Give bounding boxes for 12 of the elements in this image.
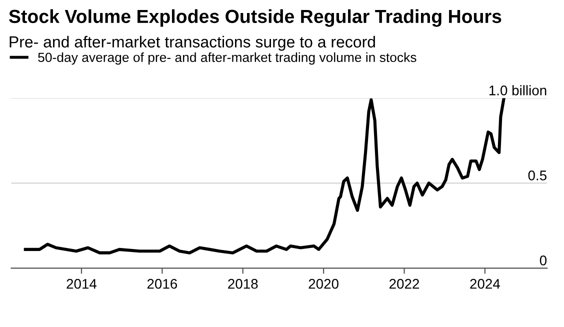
chart-title: Stock Volume Explodes Outside Regular Trading Hours xyxy=(9,9,502,27)
x-tick-label: 2020 xyxy=(308,278,338,289)
x-tick-label: 2016 xyxy=(147,278,178,289)
x-tick-label: 2022 xyxy=(390,278,420,289)
legend-label: 50-day average of pre- and after-market trading volume in stocks xyxy=(38,52,416,65)
y-tick-label: 1.0 billion xyxy=(489,85,546,96)
y-tick-label: 0 xyxy=(540,256,547,266)
x-tick-label: 2018 xyxy=(228,278,258,289)
x-tick-label: 2014 xyxy=(66,278,97,289)
x-tick-label: 2024 xyxy=(470,278,500,289)
y-tick-label: 0.5 xyxy=(528,170,546,180)
chart-subtitle: Pre- and after-market transactions surge to a record xyxy=(10,36,375,51)
